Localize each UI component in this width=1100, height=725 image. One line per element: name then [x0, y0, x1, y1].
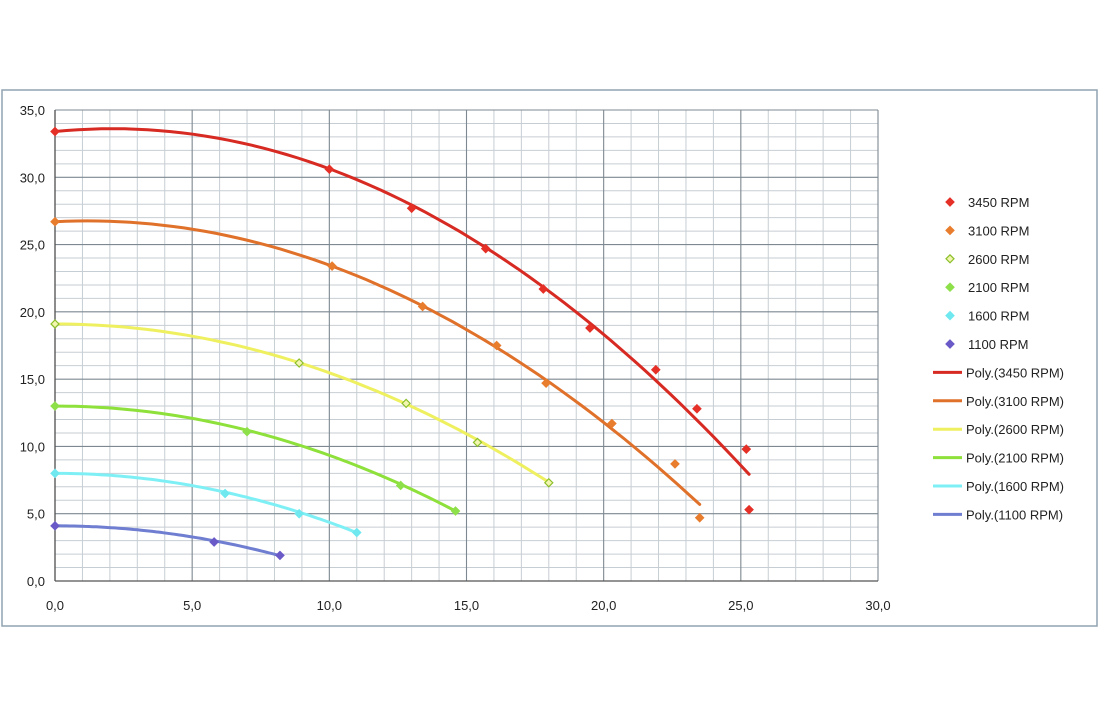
legend-marker [945, 225, 955, 236]
legend-marker [945, 253, 955, 264]
data-point-1600-rpm [351, 527, 362, 538]
data-point-2600-rpm [543, 477, 554, 488]
legend-label: Poly.(2600 RPM) [966, 422, 1064, 437]
legend-label: 3100 RPM [968, 223, 1029, 238]
data-point-3450-rpm [324, 164, 335, 175]
legend-marker [945, 310, 955, 321]
y-tick-label: 10,0 [20, 439, 45, 454]
data-point-1600-rpm [220, 488, 230, 499]
trendline-3450-rpm [53, 127, 751, 476]
data-point-3450-rpm [692, 403, 702, 414]
x-tick-label: 20,0 [591, 598, 616, 613]
x-tick-label: 0,0 [46, 598, 64, 613]
legend-label: Poly.(1100 RPM) [966, 507, 1063, 522]
trendline-1100-rpm [53, 524, 282, 558]
legend-marker [945, 197, 955, 207]
data-point-2100-rpm [50, 401, 60, 411]
y-tick-label: 5,0 [27, 507, 45, 522]
legend-label: 1600 RPM [968, 309, 1029, 324]
trendline-1600-rpm [53, 471, 359, 535]
data-point-1600-rpm [50, 468, 60, 479]
legend-label: Poly.(3450 RPM) [966, 365, 1064, 380]
data-point-3450-rpm [538, 284, 549, 294]
y-tick-label: 25,0 [20, 238, 45, 253]
y-tick-label: 20,0 [20, 305, 45, 320]
data-point-3100-rpm [541, 378, 551, 389]
data-point-3100-rpm [327, 261, 337, 271]
legend-label: 3450 RPM [968, 195, 1029, 210]
data-point-3100-rpm [491, 340, 502, 351]
legend-marker [945, 282, 955, 293]
data-point-3450-rpm [406, 203, 417, 214]
data-point-2600-rpm [50, 319, 60, 329]
data-point-1100-rpm [209, 537, 219, 547]
data-point-3450-rpm [585, 323, 595, 333]
y-tick-label: 35,0 [20, 103, 45, 118]
data-point-1100-rpm [50, 520, 60, 531]
data-point-2100-rpm [450, 506, 461, 516]
legend-label: 2600 RPM [968, 252, 1029, 267]
legend-label: 1100 RPM [968, 337, 1028, 352]
data-point-1600-rpm [294, 508, 305, 519]
y-tick-label: 0,0 [27, 574, 45, 589]
data-point-3450-rpm [480, 243, 491, 254]
data-point-3450-rpm [741, 444, 752, 454]
chart-border [1, 89, 1098, 627]
data-point-1100-rpm [275, 550, 285, 561]
data-point-3100-rpm [607, 418, 617, 429]
data-point-3450-rpm [650, 364, 661, 375]
data-point-2600-rpm [472, 437, 483, 448]
legend-label: Poly.(1600 RPM) [966, 479, 1064, 494]
legend-label: Poly.(2100 RPM) [966, 451, 1064, 466]
data-point-3100-rpm [670, 459, 680, 469]
data-point-3450-rpm [744, 504, 754, 515]
legend-label: Poly.(3100 RPM) [966, 394, 1064, 409]
legend-label: 2100 RPM [968, 280, 1029, 295]
x-tick-label: 30,0 [865, 598, 890, 613]
data-point-3100-rpm [50, 216, 60, 227]
x-tick-label: 5,0 [183, 598, 201, 613]
data-point-2600-rpm [401, 398, 411, 409]
data-point-3100-rpm [417, 301, 428, 312]
x-tick-label: 15,0 [454, 598, 479, 613]
x-tick-label: 10,0 [317, 598, 342, 613]
y-tick-label: 15,0 [20, 372, 45, 387]
y-tick-label: 30,0 [20, 170, 45, 185]
trendline-3100-rpm [53, 219, 702, 506]
data-point-2600-rpm [294, 358, 305, 368]
legend-marker [945, 339, 955, 349]
x-tick-label: 25,0 [728, 598, 753, 613]
data-point-3100-rpm [694, 512, 705, 523]
data-point-2100-rpm [395, 480, 406, 491]
trendline-2100-rpm [53, 404, 457, 513]
data-point-2100-rpm [242, 426, 252, 437]
data-point-3450-rpm [50, 126, 60, 137]
